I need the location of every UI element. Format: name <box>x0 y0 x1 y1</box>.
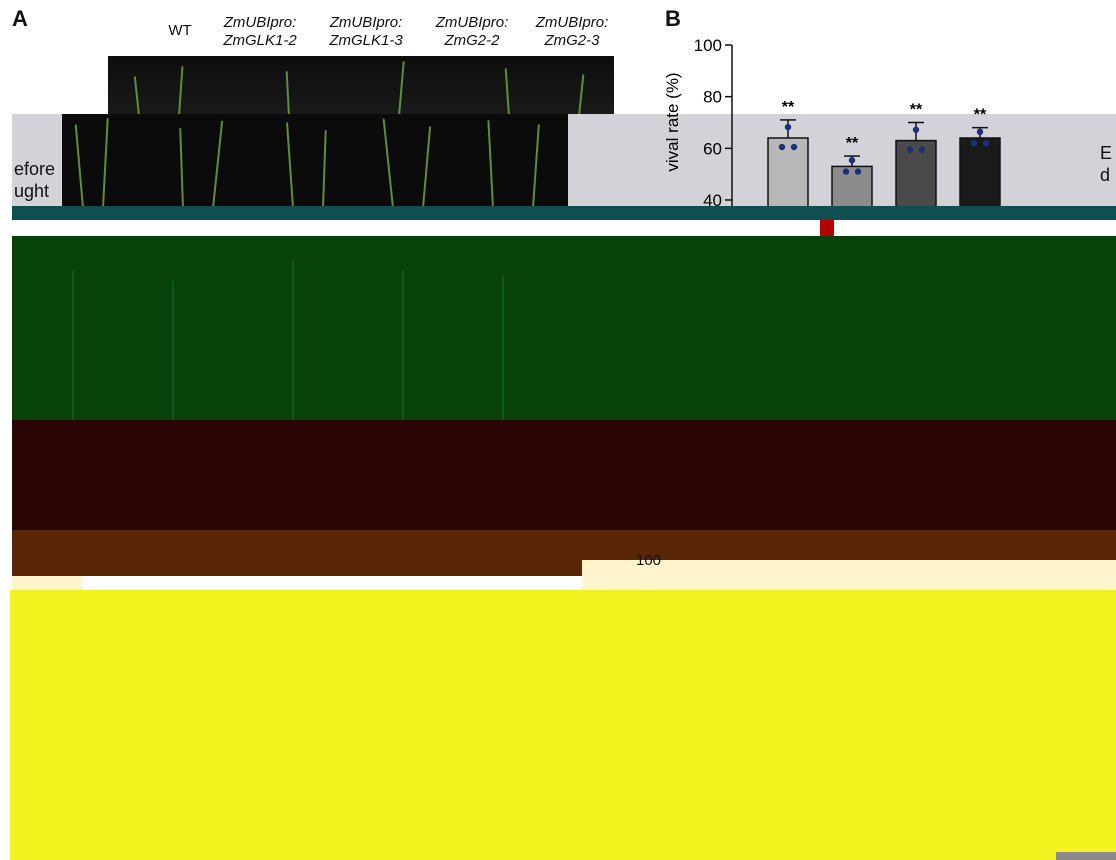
plant-blade <box>133 76 140 117</box>
data-point <box>912 126 920 133</box>
row-label-line2: ught <box>14 181 50 201</box>
column-header-glk1-3: ZmUBIpro: ZmGLK1-3 <box>316 14 416 50</box>
plant-blade <box>502 275 504 420</box>
panel-b-letter: B <box>665 6 681 31</box>
plant-blade <box>422 126 432 209</box>
significance-label: ** <box>910 102 923 119</box>
plant-blade <box>532 124 540 209</box>
panel-a-letter: A <box>12 6 28 31</box>
y-tick-label: 80 <box>703 88 722 107</box>
data-point <box>854 168 862 175</box>
data-point <box>842 168 850 175</box>
y-tick-label: 40 <box>703 191 722 210</box>
plant-blade <box>285 71 290 117</box>
plant-blade <box>286 122 294 209</box>
plant-blade <box>179 128 184 209</box>
plant-blade <box>292 260 294 420</box>
plant-blade <box>322 130 327 209</box>
column-header-g2-2: ZmUBIpro: ZmG2-2 <box>422 14 522 50</box>
y-axis-ticks: 40 60 80 100 <box>694 36 732 210</box>
column-header-line2: ZmGLK1-2 <box>223 32 297 49</box>
right-row-label-line1: E <box>1100 143 1113 163</box>
dark-green-band <box>12 236 1116 420</box>
column-header-line1: ZmUBIpro: <box>535 14 609 31</box>
plant-blade <box>172 280 174 420</box>
column-header-glk1-2: ZmUBIpro: ZmGLK1-2 <box>210 14 310 50</box>
yellow-band <box>10 590 1116 860</box>
y-tick-label: 60 <box>703 139 722 158</box>
column-header-line1: ZmUBIpro: <box>223 14 297 31</box>
plant-blade <box>178 66 184 117</box>
data-point <box>790 143 798 151</box>
data-point <box>918 146 926 153</box>
significance-label: ** <box>846 135 859 152</box>
bar <box>895 139 937 210</box>
plant-blade <box>102 118 109 209</box>
corner-grey-block <box>1056 852 1116 860</box>
plant-blade <box>212 120 224 209</box>
column-header-g2-3: ZmUBIpro: ZmG2-3 <box>522 14 622 50</box>
right-row-label: E d <box>1100 142 1112 186</box>
y-axis-label: vival rate (%) <box>663 72 682 171</box>
column-header-wt-label: WT <box>168 22 192 39</box>
bar <box>767 137 809 210</box>
survival-rate-chart: vival rate (%) 40 60 80 100 ** ** ** ** <box>663 36 1001 210</box>
data-point <box>970 139 978 147</box>
plant-blade <box>398 61 405 117</box>
data-point <box>784 123 792 131</box>
data-point <box>848 157 856 164</box>
bar <box>831 165 873 210</box>
column-header-line1: ZmUBIpro: <box>435 14 509 31</box>
bar <box>959 137 1001 210</box>
plant-blade <box>74 124 84 209</box>
red-marker <box>820 220 834 236</box>
right-row-label-line2: d <box>1100 165 1111 185</box>
lower-axis-tick-label: 100 <box>636 552 662 569</box>
cream-strip-right <box>582 560 1116 590</box>
row-label-line1: efore <box>14 159 56 179</box>
data-point <box>976 128 984 135</box>
plant-blade <box>402 270 404 420</box>
maroon-band <box>12 420 1116 530</box>
plant-photo-before-drought <box>62 114 568 209</box>
plant-blade <box>72 270 74 420</box>
data-point <box>982 139 990 147</box>
plant-blade <box>504 68 510 117</box>
data-point <box>906 146 914 153</box>
column-header-line2: ZmG2-3 <box>544 32 600 49</box>
column-header-line2: ZmGLK1-3 <box>329 32 403 49</box>
bars: ** ** ** ** <box>767 99 1001 210</box>
plant-blade <box>578 74 585 117</box>
significance-label: ** <box>974 107 987 124</box>
plant-photo-top <box>108 56 614 117</box>
column-header-line1: ZmUBIpro: <box>329 14 403 31</box>
plant-blade <box>382 118 394 209</box>
significance-label: ** <box>782 99 795 116</box>
plant-blade <box>487 120 494 209</box>
data-point <box>778 143 786 151</box>
y-tick-label: 100 <box>694 36 722 55</box>
teal-strip <box>12 206 1116 220</box>
column-header-line2: ZmG2-2 <box>444 32 500 49</box>
column-header-wt: WT <box>160 22 200 40</box>
row-label: efore ught <box>14 158 55 202</box>
